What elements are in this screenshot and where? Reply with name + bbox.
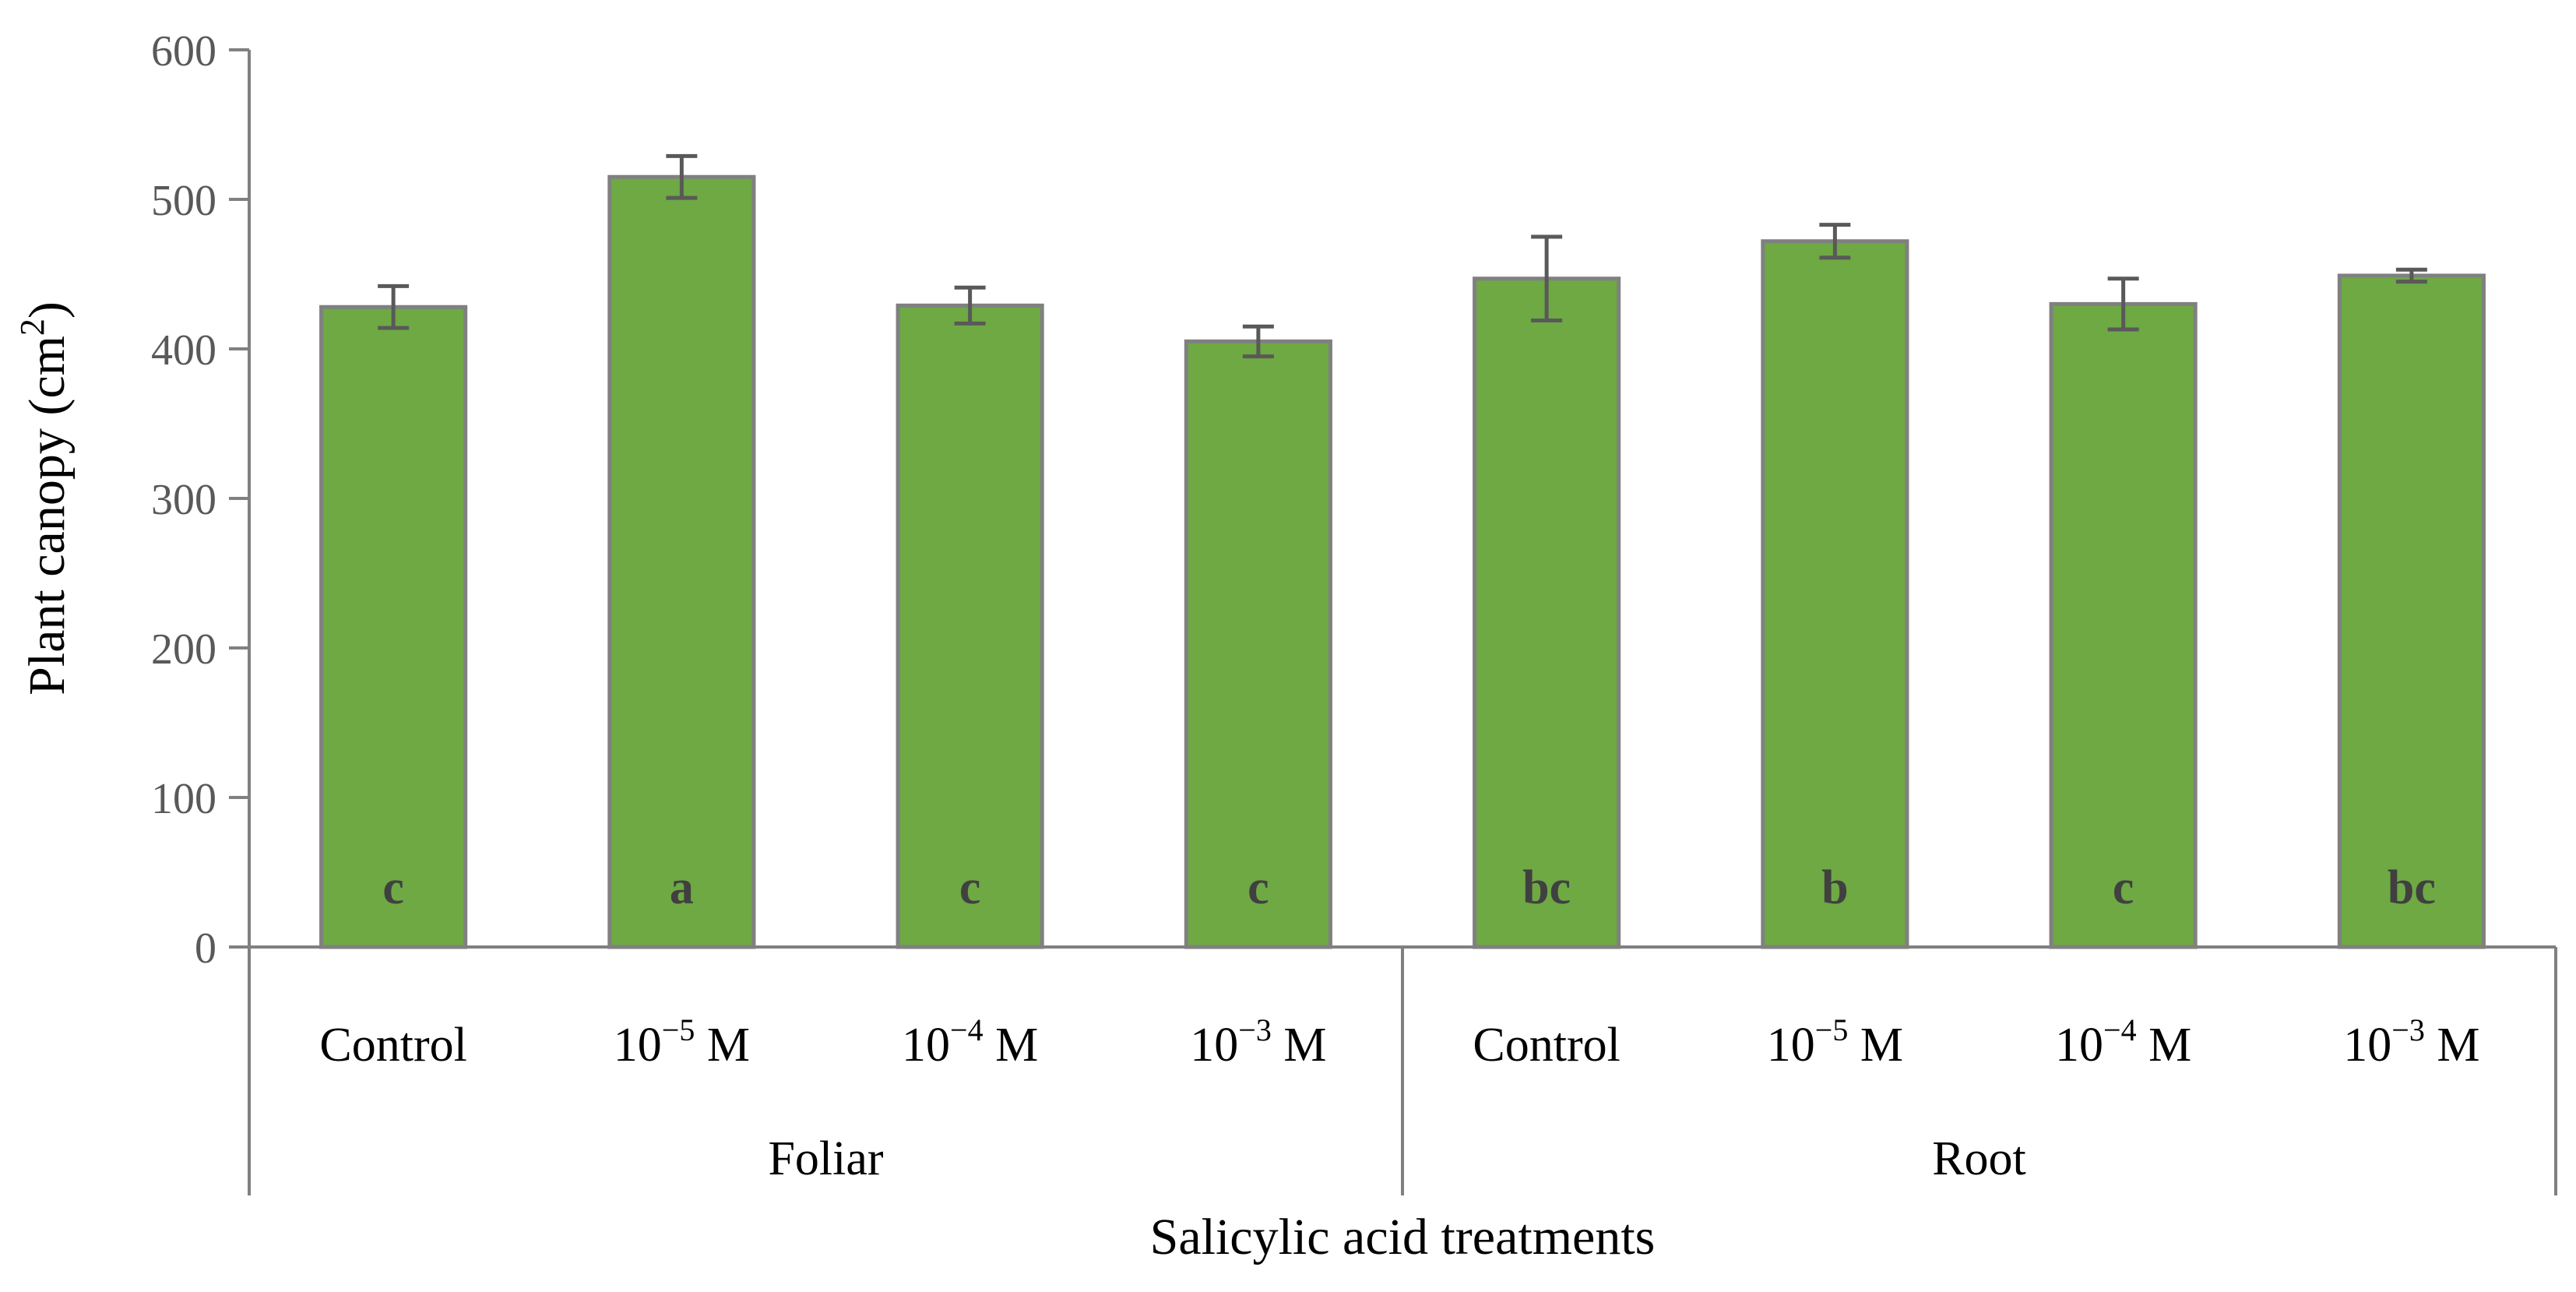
category-label: 10−4 M [902, 1012, 1038, 1072]
y-tick-label: 0 [195, 924, 216, 973]
y-axis-title-main: Plant canopy (cm [19, 336, 76, 695]
y-tick-label: 500 [151, 177, 216, 225]
category-label-exponent: −5 [662, 1012, 695, 1047]
category-label: Control [319, 1019, 466, 1072]
y-tick-label: 600 [151, 27, 216, 76]
category-label-unit: M [2137, 1019, 2192, 1072]
significance-letter: b [1821, 861, 1848, 914]
category-label-base: Control [1473, 1019, 1620, 1072]
category-label-unit: M [1848, 1019, 1903, 1072]
bar [1473, 276, 1621, 949]
y-axis-title-tail: ) [19, 301, 76, 319]
category-label-base: 10 [2343, 1019, 2391, 1072]
category-label-exponent: −3 [2391, 1012, 2425, 1047]
category-label-unit: M [2425, 1019, 2480, 1072]
group-label: Root [1932, 1132, 2026, 1185]
y-tick-label: 400 [151, 326, 216, 375]
bar [607, 174, 756, 949]
category-label-unit: M [695, 1019, 750, 1072]
bar [1761, 239, 1909, 949]
axes-layer [229, 48, 2557, 1195]
category-label: 10−4 M [2055, 1012, 2191, 1072]
category-label-base: 10 [2055, 1019, 2103, 1072]
bars-layer [319, 174, 2486, 949]
category-label-base: 10 [1767, 1019, 1815, 1072]
bar [2337, 273, 2486, 949]
category-label-exponent: −4 [950, 1012, 984, 1047]
bar [896, 303, 1044, 949]
bar [1184, 339, 1332, 949]
category-label-base: Control [319, 1019, 466, 1072]
category-label: Control [1473, 1019, 1620, 1072]
category-label: 10−3 M [2343, 1012, 2479, 1072]
category-label-unit: M [1272, 1019, 1327, 1072]
group-label: Foliar [768, 1132, 883, 1185]
category-label-unit: M [984, 1019, 1039, 1072]
category-label-exponent: −5 [1815, 1012, 1849, 1047]
significance-letter: c [959, 861, 981, 914]
category-label: 10−3 M [1190, 1012, 1326, 1072]
category-label-exponent: −4 [2103, 1012, 2137, 1047]
significance-letter: c [1248, 861, 1269, 914]
bar [2049, 301, 2198, 949]
significance-letter: bc [1522, 861, 1571, 914]
category-label-base: 10 [1190, 1019, 1238, 1072]
significance-letter: c [2113, 861, 2134, 914]
y-axis-title-superscript: 2 [13, 319, 51, 336]
x-axis-title: Salicylic acid treatments [1150, 1209, 1656, 1266]
y-tick-label: 100 [151, 775, 216, 823]
significance-letter: a [670, 861, 694, 914]
y-axis-title: Plant canopy (cm2) [13, 301, 76, 695]
category-label: 10−5 M [1767, 1012, 1903, 1072]
significance-letter: bc [2388, 861, 2436, 914]
category-label: 10−5 M [614, 1012, 750, 1072]
category-label-base: 10 [614, 1019, 662, 1072]
bar [319, 305, 468, 949]
y-tick-label: 300 [151, 476, 216, 524]
category-label-exponent: −3 [1238, 1012, 1272, 1047]
category-label-base: 10 [902, 1019, 950, 1072]
significance-letter: c [382, 861, 404, 914]
error-bars-layer [378, 153, 2427, 359]
y-tick-label: 200 [151, 625, 216, 674]
